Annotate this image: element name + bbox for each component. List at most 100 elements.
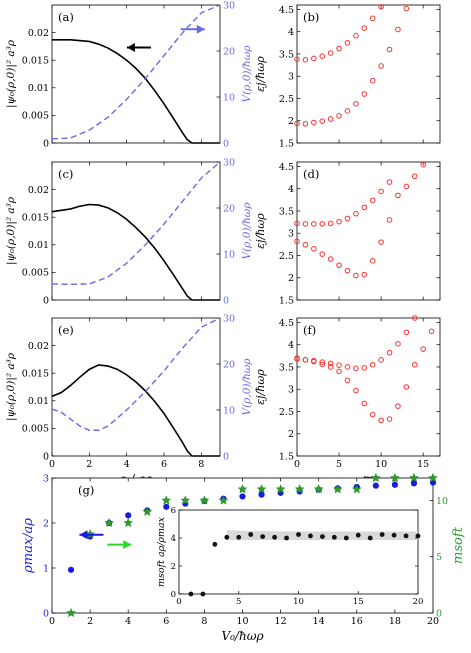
energy-point bbox=[378, 357, 384, 363]
inset-point bbox=[284, 535, 289, 541]
inset-point bbox=[331, 534, 337, 540]
energy-point bbox=[319, 221, 326, 227]
y-axis-label: |ψ₀(ρ,0)|² a³ρ bbox=[5, 352, 18, 421]
energy-point bbox=[302, 242, 309, 248]
y2-axis-label: V(ρ,0)/ħωρ bbox=[241, 202, 253, 260]
y-tick-label: 0.015 bbox=[22, 213, 49, 224]
panel-a-label: (a) bbox=[58, 10, 74, 24]
msoft-point bbox=[104, 517, 115, 528]
y-tick-label: 3.5 bbox=[279, 362, 294, 373]
x-tick-label: 6 bbox=[161, 459, 167, 470]
energy-point bbox=[319, 359, 326, 365]
energy-point bbox=[353, 272, 359, 279]
energy-point bbox=[294, 355, 300, 361]
panel-b-frame bbox=[296, 4, 441, 144]
inset-point bbox=[296, 532, 301, 537]
y-tick-label: 3 bbox=[288, 385, 294, 396]
y-tick-label: 4 bbox=[288, 340, 294, 351]
inset-frame bbox=[178, 509, 419, 595]
rho-max-point bbox=[67, 566, 75, 573]
msoft-point bbox=[294, 484, 305, 494]
msoft-point bbox=[161, 495, 172, 505]
x-tick-label: 8 bbox=[201, 616, 207, 627]
inset-point bbox=[248, 532, 254, 537]
inset-point bbox=[188, 591, 194, 597]
energy-point bbox=[302, 221, 309, 227]
energy-point bbox=[327, 364, 334, 370]
x-tick-label: 12 bbox=[275, 616, 287, 627]
density-curve bbox=[51, 203, 220, 301]
energy-point bbox=[361, 204, 368, 211]
energy-point bbox=[336, 45, 342, 52]
energy-point bbox=[369, 15, 376, 22]
x-axis-label: V₀/ħωρ bbox=[221, 629, 263, 643]
energy-point bbox=[369, 197, 376, 204]
panel-b-label: (b) bbox=[303, 10, 319, 24]
y-tick-label: 4 bbox=[288, 27, 294, 38]
panel-e-frame bbox=[51, 317, 221, 457]
energy-point bbox=[319, 251, 326, 257]
panel-d-frame bbox=[296, 161, 441, 301]
energy-point bbox=[336, 218, 342, 225]
energy-point bbox=[336, 113, 342, 119]
y-axis-label: ρmax/aρ bbox=[21, 518, 36, 574]
energy-point bbox=[369, 411, 376, 418]
y2-tick-label: 30 bbox=[223, 157, 235, 168]
energy-point bbox=[403, 384, 410, 390]
energy-point bbox=[294, 56, 300, 63]
energy-point bbox=[311, 119, 317, 126]
x-tick-label: 10 bbox=[375, 459, 387, 470]
rho-max-point bbox=[125, 512, 132, 519]
inset-point bbox=[200, 591, 206, 597]
x-tick-label: 6 bbox=[163, 616, 169, 627]
panel-d-label: (d) bbox=[303, 167, 319, 181]
panel-c-label: (c) bbox=[58, 167, 73, 181]
energy-point bbox=[386, 416, 393, 422]
y2-tick-label: 30 bbox=[223, 0, 235, 11]
y-tick-label: 0 bbox=[43, 138, 49, 149]
y2-tick-label: 0 bbox=[223, 451, 229, 462]
energy-point bbox=[344, 108, 351, 114]
energy-point bbox=[386, 217, 393, 223]
y-tick-label: 0.02 bbox=[28, 28, 49, 39]
inset-point bbox=[355, 532, 361, 538]
y-tick-label: 4 bbox=[288, 184, 294, 195]
x-tick-label: 20 bbox=[427, 616, 439, 627]
energy-point bbox=[353, 387, 359, 394]
inset-point bbox=[308, 533, 313, 539]
energy-point bbox=[344, 215, 351, 222]
energy-point bbox=[336, 262, 342, 269]
x-tick-label: 0 bbox=[49, 459, 55, 470]
inset-x-tick-label: 0 bbox=[176, 597, 181, 607]
energy-point bbox=[386, 46, 393, 53]
msoft-point bbox=[218, 495, 229, 505]
energy-point bbox=[395, 403, 401, 409]
panel-b: 1.5 2 2.5 3 3.5 4 4.5 (b) εj/ħωρ bbox=[254, 3, 441, 149]
y2-tick-label: 0 bbox=[223, 295, 229, 306]
energy-point bbox=[302, 121, 309, 127]
energy-point bbox=[302, 357, 309, 363]
energy-point bbox=[344, 267, 351, 274]
panel-c: 0 0.005 0.01 0.015 0.02 0 10 20 30 (c) |ψ₀(ρ,0)|² … bbox=[5, 157, 253, 306]
x-tick-label: 0 bbox=[49, 616, 55, 627]
y2-tick-label: 10 bbox=[223, 249, 235, 260]
inset-point bbox=[320, 534, 325, 539]
y2-tick-label: 10 bbox=[223, 405, 235, 416]
y-tick-label: 2.5 bbox=[279, 94, 294, 105]
inset-x-tick-label: 5 bbox=[236, 597, 241, 607]
rho-max-axis-arrow-head bbox=[79, 530, 88, 540]
rho-max-point bbox=[391, 481, 398, 488]
y-tick-label: 3 bbox=[288, 229, 294, 240]
x-tick-label: 10 bbox=[236, 616, 248, 627]
energy-point bbox=[361, 25, 368, 31]
rho-max-point bbox=[410, 480, 418, 487]
inset-point bbox=[343, 535, 349, 541]
y-tick-label: 0 bbox=[43, 295, 49, 306]
y-tick-label: 3 bbox=[43, 473, 49, 484]
energy-point bbox=[327, 220, 334, 227]
y2-tick-label: 30 bbox=[223, 313, 235, 324]
energy-point bbox=[403, 329, 410, 336]
y-tick-label: 2 bbox=[288, 273, 294, 284]
